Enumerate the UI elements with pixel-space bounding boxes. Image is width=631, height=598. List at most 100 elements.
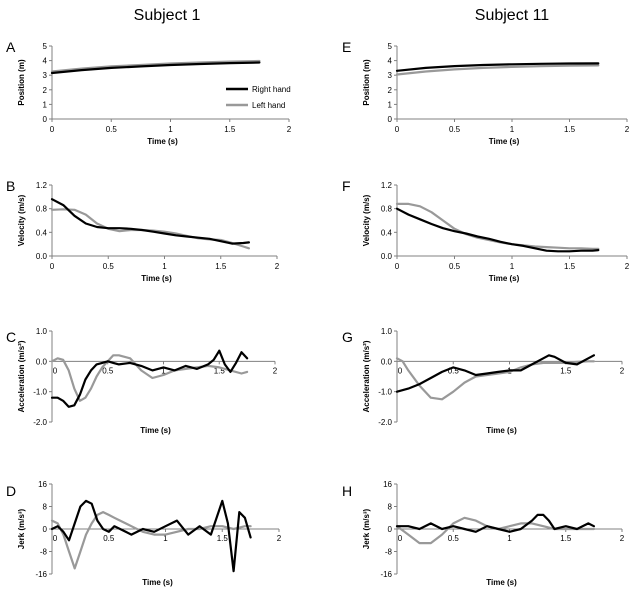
y-tick-label: 0.0 xyxy=(36,357,48,366)
x-tick-label: 2 xyxy=(287,125,292,134)
x-tick-label: 1.5 xyxy=(564,125,576,134)
x-tick-label: 2 xyxy=(620,366,625,375)
column-title-subject-11: Subject 11 xyxy=(475,7,550,24)
x-tick-label: 0 xyxy=(53,366,58,375)
x-tick-label: 1 xyxy=(510,262,515,271)
panel-e: E 0 1 2 3 4 5 0 0.5 1 1.5 2 Time (s) Position (m) xyxy=(342,39,630,146)
x-tick-label: 0 xyxy=(398,534,403,543)
x-tick-label: 1.5 xyxy=(560,534,572,543)
y-axis-label: Jerk (m/s³) xyxy=(362,508,371,549)
y-tick-label: 4 xyxy=(388,57,393,66)
x-axis-label: Time (s) xyxy=(147,137,178,146)
x-axis-label: Time (s) xyxy=(489,137,520,146)
x-tick-label: 1.5 xyxy=(217,534,229,543)
y-tick-label: 5 xyxy=(388,42,393,51)
panel-d: D -16 -8 0 8 16 0 0.5 1 1.5 2 Time (s) Jerk (m/s³) xyxy=(6,480,282,587)
x-tick-label: 0.5 xyxy=(448,366,460,375)
x-axis-label: Time (s) xyxy=(141,274,172,283)
y-tick-label: -8 xyxy=(385,548,393,557)
y-tick-label: 0.8 xyxy=(381,205,393,214)
y-tick-label: 16 xyxy=(38,480,47,489)
y-axis-label: Position (m) xyxy=(17,59,26,106)
panel-f: F 0.0 0.4 0.8 1.2 0 0.5 1 1.5 2 Time (s) Velocity (… xyxy=(342,178,630,283)
x-tick-label: 0 xyxy=(53,534,58,543)
x-tick-label: 1 xyxy=(163,534,168,543)
legend: Right hand Left hand xyxy=(226,85,291,110)
x-tick-label: 2 xyxy=(625,125,630,134)
panel-a: A 0 1 2 3 4 5 0 0.5 1 1.5 2 Time (s) Position (m) xyxy=(6,39,292,146)
series-right-hand xyxy=(395,513,596,533)
x-tick-label: 1 xyxy=(510,125,515,134)
y-tick-label: 2 xyxy=(388,86,393,95)
y-tick-label: 0 xyxy=(388,525,393,534)
x-axis-label: Time (s) xyxy=(489,274,520,283)
panel-letter-h: H xyxy=(342,483,352,499)
column-title-subject-1: Subject 1 xyxy=(134,7,201,24)
x-tick-label: 1.5 xyxy=(564,262,576,271)
y-tick-label: -2.0 xyxy=(378,418,392,427)
series-left-hand xyxy=(50,59,261,73)
x-tick-label: 1.5 xyxy=(214,366,226,375)
y-tick-label: 1.0 xyxy=(381,327,393,336)
y-tick-label: 0 xyxy=(43,525,48,534)
x-tick-label: 2 xyxy=(275,262,280,271)
panel-letter-g: G xyxy=(342,329,353,345)
y-tick-label: 1.0 xyxy=(36,327,48,336)
legend-label: Left hand xyxy=(252,101,285,110)
series-right-hand xyxy=(395,62,600,72)
series-left-hand xyxy=(50,510,252,570)
series-right-hand xyxy=(50,61,261,75)
y-tick-label: 3 xyxy=(388,71,393,80)
y-axis-label: Acceleration (m/s²) xyxy=(17,340,26,412)
y-tick-label: 8 xyxy=(43,503,48,512)
x-tick-label: 0.5 xyxy=(449,262,461,271)
x-tick-label: 0 xyxy=(398,366,403,375)
panel-letter-b: B xyxy=(6,178,15,194)
x-tick-label: 1 xyxy=(507,534,512,543)
y-axis-label: Velocity (m/s) xyxy=(362,194,371,246)
x-tick-label: 2 xyxy=(277,534,282,543)
y-tick-label: -8 xyxy=(40,548,48,557)
y-tick-label: 1.2 xyxy=(381,181,393,190)
x-tick-label: 0 xyxy=(50,262,55,271)
panel-letter-c: C xyxy=(6,329,16,345)
x-tick-label: 1.5 xyxy=(224,125,236,134)
y-tick-label: -16 xyxy=(380,570,392,579)
x-axis-label: Time (s) xyxy=(142,578,173,587)
x-tick-label: 1.5 xyxy=(560,366,572,375)
x-tick-label: 0.5 xyxy=(449,125,461,134)
series-right-hand xyxy=(395,354,596,393)
y-tick-label: 0 xyxy=(388,115,393,124)
series-left-hand xyxy=(50,208,250,250)
y-tick-label: 2 xyxy=(43,86,48,95)
panel-c: C -2.0 -1.0 0.0 1.0 0 0.5 1 1.5 2 Time (s) Accelera… xyxy=(6,327,278,435)
y-tick-label: -2.0 xyxy=(33,418,47,427)
y-tick-label: 0.0 xyxy=(36,252,48,261)
panel-letter-d: D xyxy=(6,483,16,499)
x-axis-label: Time (s) xyxy=(486,578,517,587)
y-axis-label: Velocity (m/s) xyxy=(17,194,26,246)
y-tick-label: 0.4 xyxy=(381,228,393,237)
x-tick-label: 0 xyxy=(50,125,55,134)
panel-letter-f: F xyxy=(342,178,351,194)
series-right-hand xyxy=(395,207,600,253)
panel-h: H -16 -8 0 8 16 0 0.5 1 1.5 2 Time (s) Jerk (m/s³) xyxy=(342,480,625,587)
y-tick-label: 3 xyxy=(43,71,48,80)
y-tick-label: 8 xyxy=(388,503,393,512)
y-axis-label: Position (m) xyxy=(362,59,371,106)
x-tick-label: 0.5 xyxy=(103,534,115,543)
y-tick-label: 0.0 xyxy=(381,357,393,366)
x-tick-label: 0 xyxy=(395,262,400,271)
y-tick-label: -1.0 xyxy=(378,388,392,397)
y-tick-label: 1 xyxy=(43,100,48,109)
y-axis-label: Acceleration (m/s²) xyxy=(362,340,371,412)
y-tick-label: 0 xyxy=(43,115,48,124)
x-tick-label: 0.5 xyxy=(103,262,115,271)
y-tick-label: 0.8 xyxy=(36,205,48,214)
series-right-hand xyxy=(50,198,250,245)
x-tick-label: 1 xyxy=(168,125,173,134)
legend-label: Right hand xyxy=(252,85,291,94)
